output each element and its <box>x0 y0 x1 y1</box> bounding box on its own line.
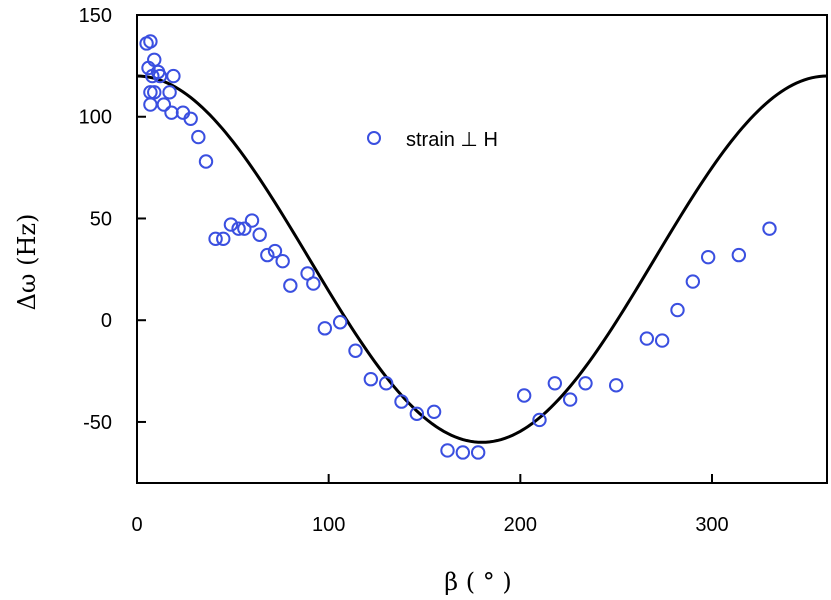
data-point <box>198 154 214 169</box>
legend-marker <box>367 131 381 145</box>
x-tick-label: 300 <box>695 514 728 536</box>
data-point <box>267 243 283 259</box>
data-point <box>608 378 624 393</box>
data-point <box>152 68 168 84</box>
y-tick-label: 150 <box>79 5 112 27</box>
data-point <box>191 129 206 145</box>
data-point <box>440 443 455 458</box>
data-point <box>363 372 379 387</box>
data-point <box>283 278 298 293</box>
y-tick-label: 0 <box>101 310 112 332</box>
data-point <box>143 97 158 112</box>
data-point <box>156 97 172 112</box>
data-point <box>231 221 246 236</box>
data-point <box>394 394 409 409</box>
data-point <box>275 254 290 269</box>
data-point <box>685 274 701 289</box>
x-axis: 0 100 200 300 <box>131 474 729 536</box>
data-point <box>348 343 363 358</box>
data-point <box>547 376 563 391</box>
data-point <box>332 315 348 330</box>
data-point <box>731 247 747 263</box>
data-point <box>166 68 181 84</box>
model-curve <box>136 74 828 444</box>
data-point <box>237 221 252 236</box>
x-tick-label: 0 <box>131 514 142 536</box>
data-point <box>670 302 685 318</box>
data-point <box>578 376 593 391</box>
data-point <box>639 331 655 346</box>
data-point <box>162 85 177 100</box>
data-point <box>470 445 486 460</box>
data-point <box>260 247 275 263</box>
y-tick-label: 100 <box>79 107 112 129</box>
data-point <box>223 217 239 232</box>
x-axis-title: β ( ° ) <box>444 568 512 596</box>
y-tick-label: 50 <box>90 208 112 230</box>
data-point <box>455 445 471 460</box>
data-point <box>183 111 198 126</box>
data-point <box>516 388 532 403</box>
data-point <box>426 404 442 419</box>
legend: strain ⊥ H <box>367 129 498 151</box>
data-point <box>208 231 223 247</box>
data-point <box>306 276 321 291</box>
data-point <box>562 392 578 407</box>
data-point <box>700 249 716 265</box>
data-point <box>252 227 267 242</box>
data-point <box>244 213 260 228</box>
data-point <box>654 333 670 348</box>
y-axis-title: Δω (Hz) <box>13 214 41 311</box>
data-point <box>378 376 394 391</box>
data-point <box>409 406 425 422</box>
data-points <box>139 34 777 460</box>
plot-frame <box>136 14 828 484</box>
data-point <box>143 34 158 49</box>
legend-label: strain ⊥ H <box>406 129 498 151</box>
y-axis: -50 0 50 100 150 <box>79 5 146 434</box>
y-tick-label: -50 <box>83 412 112 434</box>
data-point <box>762 221 777 236</box>
data-point <box>317 321 333 336</box>
x-tick-label: 200 <box>504 514 537 536</box>
data-point <box>532 412 547 428</box>
x-tick-label: 100 <box>312 514 345 536</box>
data-point <box>216 231 231 247</box>
